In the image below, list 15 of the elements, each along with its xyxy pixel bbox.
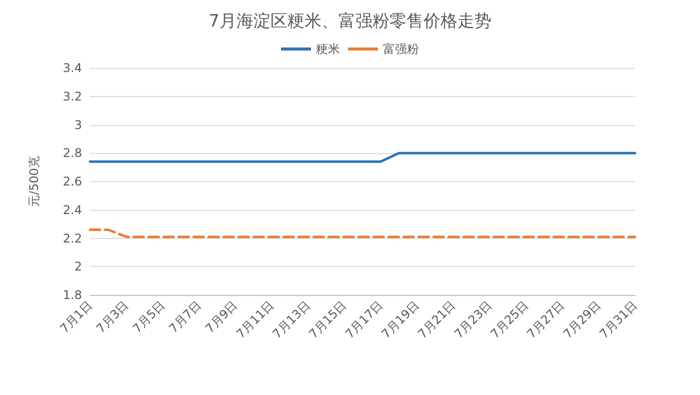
y-tick-label: 3.4: [62, 61, 82, 75]
y-tick-label: 2.6: [62, 174, 82, 188]
y-tick-label: 2: [74, 260, 82, 274]
x-tick-label: 7月3日: [94, 298, 132, 336]
y-tick-label: 2.2: [62, 231, 82, 246]
legend-label: 富强粉: [383, 42, 419, 56]
x-tick-label: 7月7日: [166, 298, 204, 336]
y-tick-label: 2.4: [62, 202, 82, 217]
y-tick-label: 2.8: [62, 146, 82, 160]
y-axis-title: 元/500克: [27, 156, 41, 207]
x-tick-label: 7月5日: [130, 298, 168, 336]
legend-label: 粳米: [316, 42, 340, 56]
y-tick-label: 3: [74, 118, 82, 132]
chart-title: 7月海淀区粳米、富强粉零售价格走势: [208, 12, 492, 32]
y-tick-label: 3.2: [62, 89, 82, 104]
